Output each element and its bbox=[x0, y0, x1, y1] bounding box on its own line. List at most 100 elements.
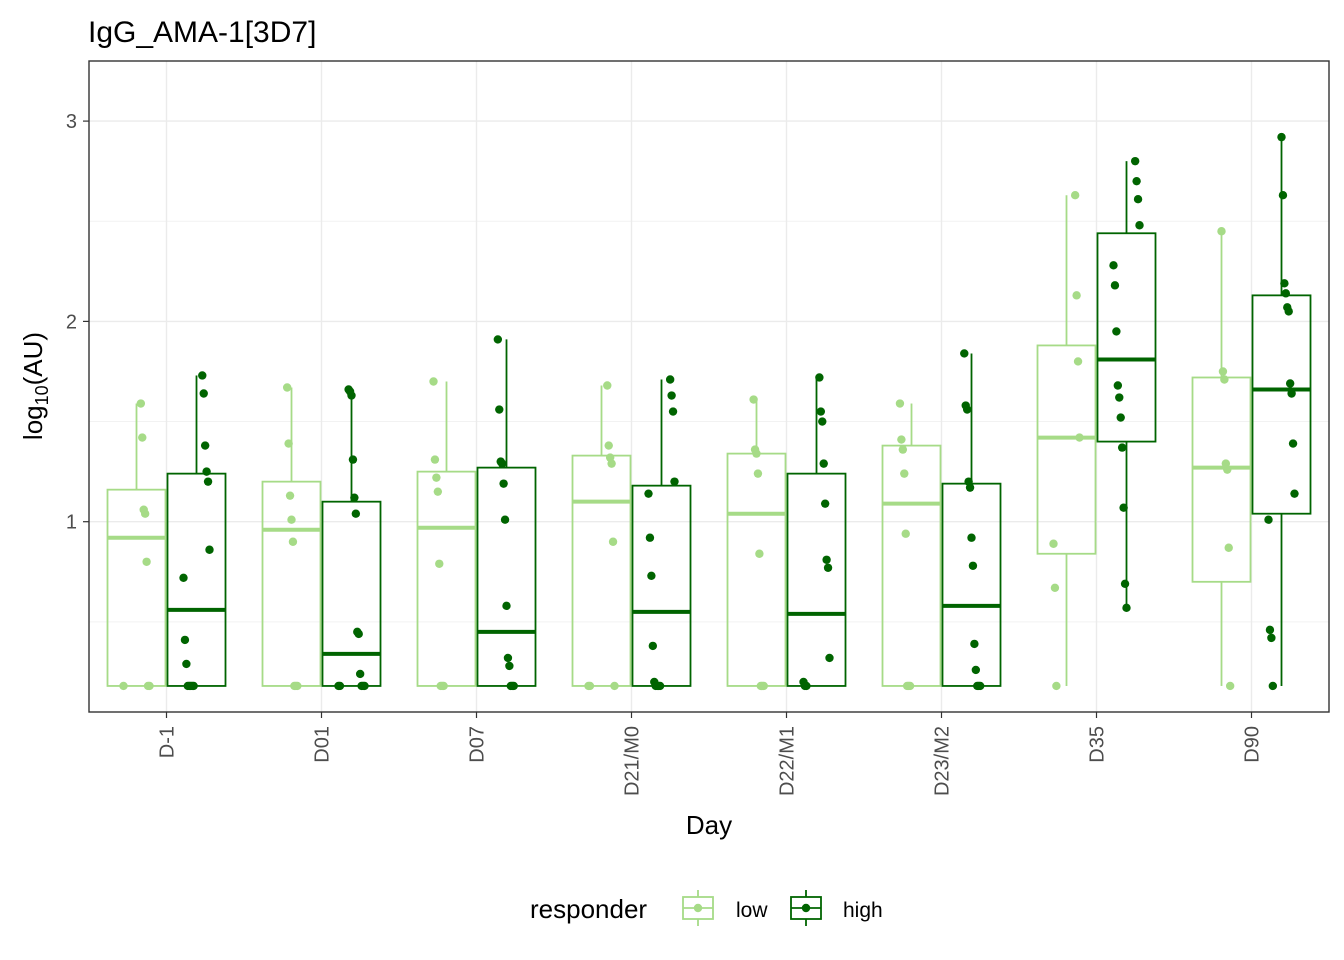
point-low bbox=[1075, 433, 1084, 442]
point-high bbox=[334, 681, 343, 691]
point-low bbox=[284, 439, 293, 448]
point-high bbox=[960, 349, 969, 358]
point-high bbox=[1281, 289, 1291, 298]
point-high bbox=[1278, 191, 1288, 200]
x-tick-label: D21/M0 bbox=[622, 726, 644, 796]
point-low bbox=[1072, 291, 1081, 300]
legend-key-high-point bbox=[801, 903, 811, 913]
point-high bbox=[1115, 393, 1124, 402]
point-low bbox=[138, 433, 147, 442]
point-low bbox=[139, 505, 148, 514]
point-high bbox=[670, 477, 679, 486]
point-low bbox=[897, 435, 906, 444]
point-high bbox=[179, 573, 188, 582]
point-high bbox=[1280, 279, 1289, 288]
box-iqr bbox=[571, 454, 632, 687]
box-iqr bbox=[106, 488, 167, 687]
point-high bbox=[1133, 195, 1143, 204]
point-low bbox=[749, 395, 758, 404]
point-high bbox=[1135, 221, 1144, 230]
panel-border bbox=[88, 60, 1330, 713]
point-high bbox=[973, 681, 982, 691]
point-high bbox=[348, 455, 358, 464]
point-low bbox=[288, 537, 298, 546]
point-low bbox=[1225, 681, 1235, 691]
point-low bbox=[436, 681, 445, 691]
point-high bbox=[644, 489, 653, 498]
point-low bbox=[755, 549, 764, 558]
y-tick-label: 3 bbox=[66, 111, 77, 133]
point-low bbox=[432, 473, 441, 482]
box-low-6 bbox=[1036, 195, 1097, 686]
point-high bbox=[496, 457, 505, 466]
box-low-0 bbox=[106, 403, 167, 687]
point-high bbox=[502, 601, 511, 611]
gridlines bbox=[89, 61, 1329, 712]
point-high bbox=[202, 467, 211, 476]
point-high bbox=[968, 561, 978, 570]
box-high-2 bbox=[476, 339, 537, 687]
box-iqr bbox=[476, 466, 537, 687]
box-iqr bbox=[1036, 344, 1097, 555]
point-high bbox=[822, 555, 831, 564]
point-low bbox=[435, 559, 444, 568]
point-low bbox=[433, 487, 443, 496]
point-high bbox=[819, 459, 828, 468]
x-tick-label: D23/M2 bbox=[932, 726, 954, 796]
point-high bbox=[970, 639, 979, 649]
legend-label-high: high bbox=[843, 899, 883, 922]
point-low bbox=[119, 681, 128, 691]
point-low bbox=[430, 455, 440, 464]
point-low bbox=[287, 515, 296, 524]
point-low bbox=[750, 445, 760, 454]
point-low bbox=[901, 529, 910, 538]
point-high bbox=[650, 677, 659, 687]
point-low bbox=[756, 681, 766, 691]
point-low bbox=[1221, 459, 1231, 468]
point-high bbox=[1287, 389, 1296, 398]
box-high-4 bbox=[786, 377, 847, 687]
point-low bbox=[290, 681, 299, 691]
box-high-7 bbox=[1251, 137, 1312, 686]
point-high bbox=[355, 669, 365, 679]
box-iqr bbox=[1096, 232, 1157, 443]
point-high bbox=[1285, 379, 1295, 388]
point-high bbox=[971, 665, 981, 675]
y-axis: 1 2 3 bbox=[66, 111, 89, 534]
x-axis: D-1 D01 D07 D21/M0 D22/M1 D23/M2 D35 D90 bbox=[157, 712, 1264, 796]
point-high bbox=[503, 653, 513, 663]
point-low bbox=[584, 681, 593, 691]
point-high bbox=[1283, 303, 1292, 312]
point-high bbox=[183, 681, 193, 691]
point-high bbox=[1119, 503, 1128, 512]
point-low bbox=[1218, 367, 1228, 376]
point-low bbox=[285, 491, 295, 500]
point-low bbox=[1050, 583, 1060, 593]
point-high bbox=[1268, 681, 1278, 691]
box-iqr bbox=[321, 500, 382, 687]
legend: responder low high bbox=[530, 890, 883, 926]
point-high bbox=[499, 479, 508, 488]
point-high bbox=[1110, 281, 1120, 290]
point-low bbox=[1220, 375, 1229, 384]
x-tick-label: D22/M1 bbox=[777, 726, 799, 796]
point-high bbox=[350, 493, 359, 502]
point-high bbox=[200, 441, 210, 450]
point-high bbox=[1267, 633, 1276, 643]
point-high bbox=[1112, 327, 1121, 336]
point-high bbox=[1116, 413, 1125, 422]
chart-title: IgG_AMA-1[3D7] bbox=[88, 16, 316, 49]
point-low bbox=[902, 681, 912, 691]
point-high bbox=[825, 653, 834, 663]
point-high bbox=[506, 681, 516, 691]
point-high bbox=[1290, 489, 1299, 498]
point-high bbox=[665, 375, 675, 384]
point-high bbox=[1109, 261, 1118, 270]
x-tick-label: D01 bbox=[312, 726, 334, 763]
box-iqr bbox=[786, 472, 847, 687]
point-high bbox=[1264, 515, 1273, 524]
point-low bbox=[142, 557, 151, 566]
panel-background bbox=[89, 61, 1329, 712]
point-low bbox=[603, 381, 612, 390]
